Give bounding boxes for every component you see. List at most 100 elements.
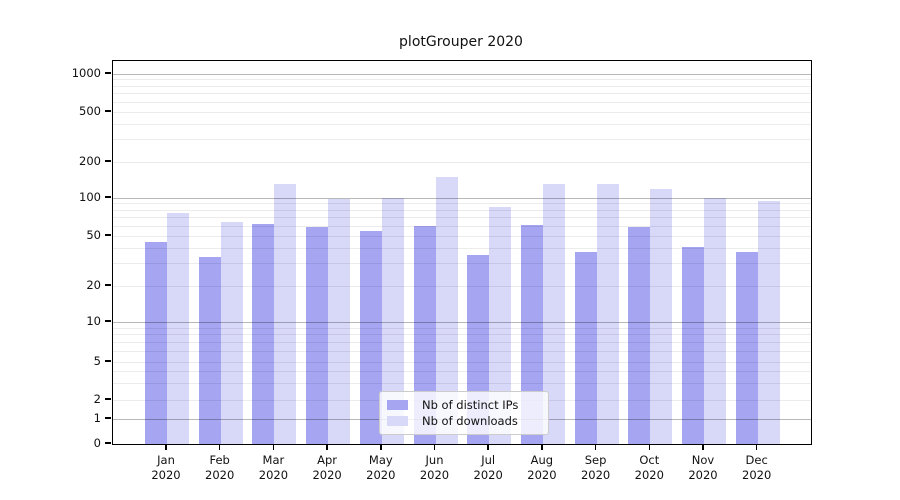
x-tick-mark — [272, 444, 275, 450]
bar-downloads-oct — [650, 188, 673, 444]
bar-downloads-aug — [542, 184, 565, 444]
y-tick-mark — [105, 417, 111, 419]
legend-swatch-distinct-ips — [387, 399, 408, 410]
x-tick-mark — [755, 444, 758, 450]
gridline-minor — [113, 285, 811, 287]
y-tick-label: 200 — [79, 154, 101, 168]
y-tick-mark — [105, 160, 111, 162]
x-tick-label-aug: Aug 2020 — [527, 453, 557, 482]
y-tick-label: 10 — [86, 314, 101, 328]
y-tick-mark — [105, 442, 111, 444]
gridline-minor — [113, 247, 811, 249]
gridline-minor — [113, 327, 811, 329]
gridline-minor — [113, 235, 811, 237]
bar-downloads-dec — [757, 200, 780, 444]
y-tick-label: 500 — [79, 104, 101, 118]
bar-distinct-ips-may — [359, 230, 382, 444]
gridline-minor — [113, 382, 811, 384]
y-tick-label: 1000 — [71, 66, 101, 80]
y-tick-mark — [105, 284, 111, 286]
x-tick-mark — [380, 444, 382, 450]
bar-distinct-ips-apr — [306, 226, 329, 444]
chart-title: plotGrouper 2020 — [399, 34, 523, 50]
bar-downloads-jun — [435, 176, 458, 444]
gridline-minor — [113, 93, 811, 95]
bar-distinct-ips-aug — [520, 225, 543, 444]
y-tick-label: 5 — [93, 354, 101, 368]
x-tick-label-jul: Jul 2020 — [473, 453, 503, 482]
gridline-minor — [113, 263, 811, 265]
x-tick-mark — [433, 444, 436, 450]
bar-downloads-sep — [596, 184, 619, 444]
x-tick-mark — [594, 444, 597, 450]
x-tick-label-sep: Sep 2020 — [580, 453, 611, 482]
x-tick-mark — [541, 444, 543, 450]
x-tick-mark — [165, 444, 167, 450]
gridline-minor — [113, 209, 811, 211]
x-tick-label-feb: Feb 2020 — [205, 453, 235, 482]
x-tick-label-apr: Apr 2020 — [312, 453, 342, 482]
y-tick-mark — [105, 110, 111, 112]
bar-distinct-ips-mar — [252, 224, 275, 444]
y-tick-label: 20 — [86, 278, 101, 292]
bar-distinct-ips-sep — [574, 252, 597, 444]
gridline-minor — [113, 111, 811, 113]
legend: Nb of distinct IPs Nb of downloads — [379, 391, 549, 435]
gridline-minor — [113, 225, 811, 227]
bar-distinct-ips-jan — [145, 241, 167, 444]
bar-downloads-may — [381, 198, 404, 444]
y-tick-label: 1 — [93, 411, 101, 425]
gridline-minor — [113, 334, 811, 336]
gridline-major — [113, 73, 811, 75]
legend-swatch-downloads — [387, 416, 408, 427]
gridline-minor — [113, 79, 811, 81]
bar-downloads-jul — [489, 206, 512, 444]
bar-downloads-feb — [220, 222, 243, 444]
x-tick-label-mar: Mar 2020 — [258, 453, 289, 482]
x-tick-mark — [648, 444, 651, 450]
gridline-minor — [113, 217, 811, 219]
x-tick-label-jan: Jan 2020 — [151, 453, 181, 482]
plot-area — [112, 60, 812, 445]
y-tick-label: 100 — [79, 190, 101, 204]
x-tick-mark — [218, 444, 221, 450]
legend-item-distinct-ips: Nb of distinct IPs — [387, 398, 540, 412]
x-tick-mark — [702, 444, 704, 450]
x-tick-label-may: May 2020 — [366, 453, 396, 482]
gridline-major — [113, 321, 811, 323]
bar-downloads-jan — [167, 213, 189, 444]
y-tick-label: 50 — [86, 228, 101, 242]
gridline-minor — [113, 342, 811, 344]
bar-distinct-ips-dec — [735, 252, 758, 444]
gridline-minor — [113, 101, 811, 103]
bar-distinct-ips-oct — [628, 226, 651, 444]
gridline-minor — [113, 123, 811, 125]
y-tick-mark — [105, 234, 111, 236]
gridline-minor — [113, 203, 811, 205]
gridline-minor — [113, 85, 811, 87]
y-tick-mark — [105, 360, 111, 362]
gridline-minor — [113, 370, 811, 372]
gridline-minor — [113, 139, 811, 141]
y-tick-mark — [105, 72, 111, 74]
x-tick-label-nov: Nov 2020 — [688, 453, 718, 482]
gridline-major — [113, 197, 811, 199]
bar-distinct-ips-nov — [682, 246, 704, 444]
x-tick-label-jun: Jun 2020 — [419, 453, 450, 482]
x-tick-label-dec: Dec 2020 — [742, 453, 772, 482]
legend-label-downloads: Nb of downloads — [422, 414, 518, 429]
gridline-minor — [113, 361, 811, 363]
legend-item-downloads: Nb of downloads — [387, 414, 540, 428]
gridline-minor — [113, 350, 811, 352]
bar-downloads-mar — [274, 184, 297, 444]
y-tick-label: 0 — [93, 436, 101, 450]
bar-distinct-ips-feb — [198, 257, 221, 444]
x-tick-label-oct: Oct 2020 — [634, 453, 664, 482]
y-tick-mark — [105, 196, 111, 198]
y-tick-mark — [105, 320, 111, 322]
bar-distinct-ips-jun — [413, 226, 436, 444]
y-tick-mark — [105, 398, 111, 400]
x-tick-mark — [326, 444, 328, 450]
gridline-minor — [113, 161, 811, 163]
